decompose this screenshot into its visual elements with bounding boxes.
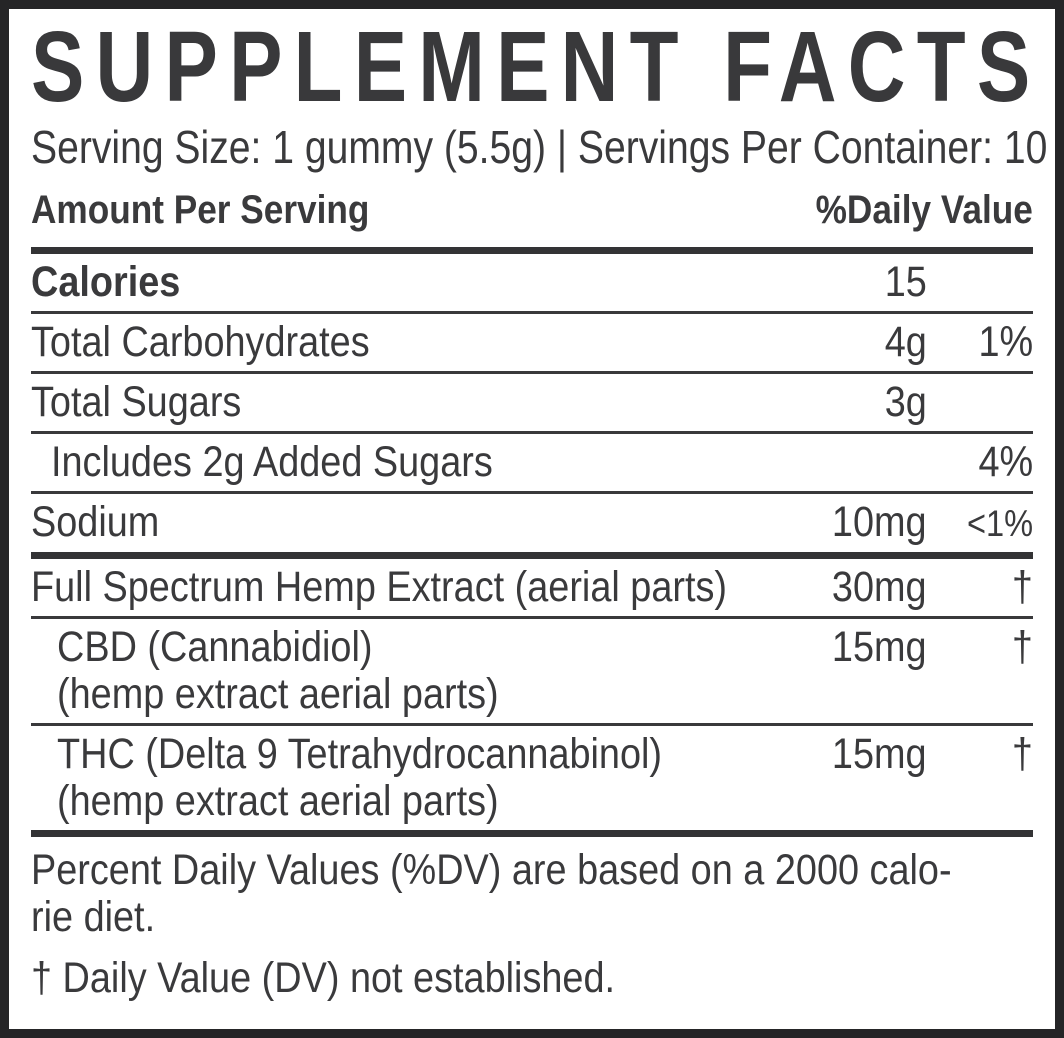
nutrient-name-sub: (hemp extract aerial parts) (57, 777, 499, 825)
divider-thin (31, 491, 1033, 494)
nutrient-name: Sodium (31, 498, 160, 546)
divider-thick (31, 552, 1033, 559)
row-added-sugars: Includes 2g Added Sugars 4% (31, 434, 1033, 491)
row-total-carbohydrates: Total Carbohydrates 4g 1% (31, 314, 1033, 371)
nutrient-amount: 30mg (832, 563, 927, 611)
panel-title-text: SUPPLEMENT FACTS (31, 11, 1042, 123)
divider-thin (31, 311, 1033, 314)
nutrient-name: THC (Delta 9 Tetrahydrocannabinol) (57, 730, 663, 778)
nutrient-name-sub: (hemp extract aerial parts) (57, 670, 499, 718)
daily-value-header: %Daily Value (815, 188, 1033, 232)
nutrient-name: Total Carbohydrates (31, 318, 370, 366)
serving-info-text: Serving Size: 1 gummy (5.5g) | Servings … (31, 121, 1048, 173)
serving-info: Serving Size: 1 gummy (5.5g) | Servings … (31, 121, 1047, 173)
nutrient-amount: 15 (884, 258, 927, 306)
nutrient-amount: 4g (884, 318, 927, 366)
amount-per-serving-header: Amount Per Serving (31, 188, 370, 232)
nutrient-amount: 10mg (832, 498, 927, 546)
dagger-symbol: † (1011, 563, 1033, 611)
nutrient-amount: 15mg (832, 730, 927, 778)
row-total-sugars: Total Sugars 3g (31, 374, 1033, 431)
dagger-symbol: † (1011, 730, 1033, 778)
column-headers: Amount Per Serving %Daily Value (31, 187, 1033, 233)
divider-thin (31, 616, 1033, 619)
nutrient-name: Includes 2g Added Sugars (51, 438, 493, 486)
footnote-line-2: rie diet. (31, 893, 156, 941)
panel-title: SUPPLEMENT FACTS (31, 15, 1033, 119)
daily-value-footnote: Percent Daily Values (%DV) are based on … (31, 847, 1033, 941)
divider-thick (31, 247, 1033, 254)
divider-thin (31, 431, 1033, 434)
row-thc: THC (Delta 9 Tetrahydrocannabinol) (hemp… (31, 726, 1033, 830)
row-sodium: Sodium 10mg <1% (31, 494, 1033, 552)
nutrient-dv: 1% (978, 318, 1033, 366)
nutrient-dv: <1% (966, 503, 1033, 544)
nutrient-amount: 3g (884, 378, 927, 426)
nutrient-name: Full Spectrum Hemp Extract (aerial parts… (31, 563, 728, 611)
dagger-footnote: † Daily Value (DV) not established. (31, 955, 1033, 1002)
row-cbd: CBD (Cannabidiol) (hemp extract aerial p… (31, 619, 1033, 723)
nutrient-name: CBD (Cannabidiol) (57, 623, 373, 671)
nutrient-name: Total Sugars (31, 378, 242, 426)
nutrient-amount: 15mg (832, 623, 927, 671)
dagger-footnote-text: † Daily Value (DV) not established. (31, 954, 616, 1002)
divider-thin (31, 371, 1033, 374)
footnote-line-1: Percent Daily Values (%DV) are based on … (31, 846, 952, 894)
nutrient-dv: 4% (978, 438, 1033, 486)
row-hemp-extract: Full Spectrum Hemp Extract (aerial parts… (31, 559, 1033, 616)
divider-thick (31, 830, 1033, 837)
row-calories: Calories 15 (31, 254, 1033, 311)
nutrient-name: Calories (31, 258, 181, 306)
divider-thin (31, 723, 1033, 726)
dagger-symbol: † (1011, 623, 1033, 671)
